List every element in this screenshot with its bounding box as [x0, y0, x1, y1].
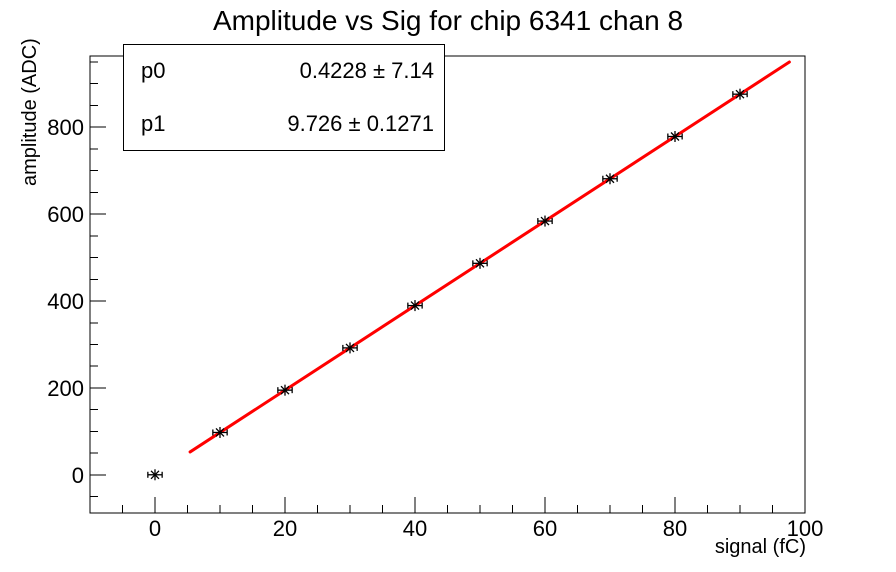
stat-name-p1: p1	[141, 110, 166, 136]
data-point	[277, 384, 293, 396]
y-tick-label: 800	[47, 115, 84, 140]
marker-stroke	[735, 89, 745, 99]
fit-stats-box: p0 0.4228 ± 7.14 p1 9.726 ± 0.1271	[123, 44, 445, 151]
y-tick-label: 200	[47, 376, 84, 401]
marker-stroke	[605, 174, 615, 184]
marker-stroke	[475, 258, 485, 268]
stat-name-p0: p0	[141, 58, 166, 84]
stat-row-p0: p0 0.4228 ± 7.14	[124, 45, 444, 98]
y-tick-label: 600	[47, 202, 84, 227]
x-tick-label: 80	[663, 516, 687, 541]
data-point	[212, 426, 228, 438]
marker-stroke	[150, 470, 160, 480]
marker-stroke	[540, 216, 550, 226]
data-point	[407, 300, 423, 312]
marker-stroke	[215, 428, 225, 437]
chart-title: Amplitude vs Sig for chip 6341 chan 8	[213, 5, 683, 36]
y-tick-label: 0	[72, 463, 84, 488]
x-axis-title: signal (fC)	[715, 536, 806, 558]
plot-frame	[89, 55, 806, 514]
x-tick-label: 0	[149, 516, 161, 541]
data-point	[342, 342, 358, 354]
data-point	[732, 88, 748, 100]
stat-value-p1: 9.726 ± 0.1271	[287, 110, 434, 136]
data-point	[147, 469, 163, 481]
y-tick-label: 400	[47, 289, 84, 314]
fit-line	[188, 60, 791, 454]
stat-value-p0: 0.4228 ± 7.14	[299, 58, 434, 84]
y-axis-title: amplitude (ADC)	[19, 38, 41, 186]
marker-stroke	[345, 343, 355, 353]
data-point	[667, 130, 683, 142]
stat-row-p1: p1 9.726 ± 0.1271	[124, 98, 444, 151]
x-tick-label: 40	[403, 516, 427, 541]
marker-stroke	[280, 385, 290, 395]
marker-stroke	[670, 132, 680, 141]
x-tick-label: 20	[273, 516, 297, 541]
data-point	[602, 173, 618, 185]
data-point	[472, 257, 488, 269]
x-tick-label: 60	[533, 516, 557, 541]
marker-stroke	[410, 301, 420, 311]
x-tick-label: 100	[787, 516, 824, 541]
data-point	[537, 215, 553, 227]
